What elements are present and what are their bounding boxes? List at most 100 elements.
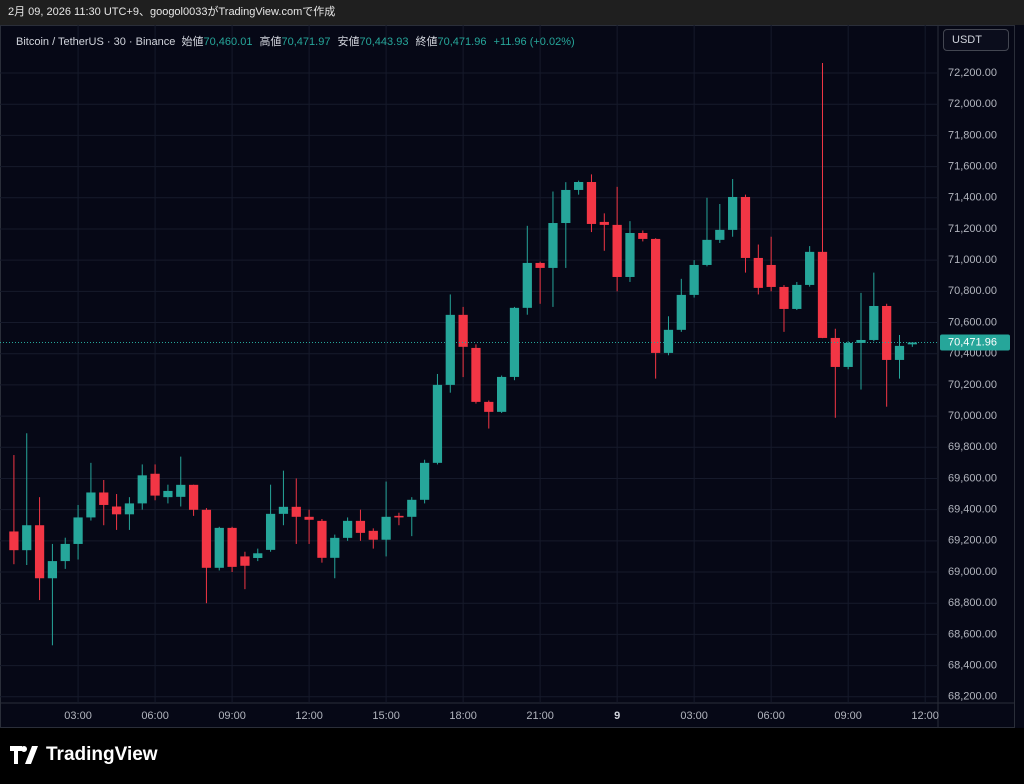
candle-body xyxy=(73,517,83,544)
y-tick-label: 71,800.00 xyxy=(948,129,997,141)
candle-body xyxy=(445,314,455,385)
candle-body xyxy=(291,506,301,517)
x-tick-label: 12:00 xyxy=(911,710,939,722)
candle-body xyxy=(509,307,520,377)
candle-body xyxy=(188,484,199,510)
candle-body xyxy=(176,484,186,497)
candle-body xyxy=(265,513,276,550)
candle-body xyxy=(227,527,237,567)
open-value: 70,460.01 xyxy=(203,36,253,48)
candle-body xyxy=(99,492,109,505)
candle-body xyxy=(753,257,763,288)
candle-body xyxy=(766,264,776,287)
logo-text: TradingView xyxy=(46,744,158,765)
candle-body xyxy=(869,305,879,340)
x-tick-label: 03:00 xyxy=(680,710,708,722)
candle-body xyxy=(34,525,45,579)
candle-body xyxy=(278,506,289,514)
y-tick-label: 71,400.00 xyxy=(948,192,997,204)
low-label: 安値 xyxy=(337,36,360,48)
x-tick-label: 09:00 xyxy=(834,710,862,722)
close-label: 終値 xyxy=(415,36,438,48)
x-tick-label: 9 xyxy=(614,710,620,722)
x-tick-label: 03:00 xyxy=(64,710,92,722)
legend-header: Bitcoin / TetherUS · 30 · Binance 始値70,4… xyxy=(16,33,579,49)
close-value: 70,471.96 xyxy=(437,36,487,48)
candle-body xyxy=(163,490,173,498)
y-tick-label: 68,800.00 xyxy=(948,597,997,609)
y-tick-label: 70,000.00 xyxy=(948,410,997,422)
candle-body xyxy=(137,475,147,504)
candle-body xyxy=(586,182,597,224)
y-tick-label: 68,200.00 xyxy=(948,691,997,703)
candle-body xyxy=(882,305,892,360)
y-tick-label: 70,400.00 xyxy=(948,348,997,360)
chart-border xyxy=(0,25,1015,728)
candle-body xyxy=(651,238,661,353)
x-tick-label: 06:00 xyxy=(141,710,169,722)
y-tick-label: 69,200.00 xyxy=(948,535,997,547)
high-value: 70,471.97 xyxy=(281,36,331,48)
candle-body xyxy=(330,537,340,558)
candle-body xyxy=(676,294,686,330)
candle-body xyxy=(779,286,789,309)
logo-icon xyxy=(10,746,38,764)
candle-body xyxy=(111,506,122,515)
candle-body xyxy=(612,224,622,277)
candle-body xyxy=(368,530,378,540)
y-tick-label: 72,000.00 xyxy=(948,98,997,110)
candle-body xyxy=(792,284,802,309)
y-tick-label: 69,600.00 xyxy=(948,472,997,484)
y-tick-label: 68,400.00 xyxy=(948,659,997,671)
candle-body xyxy=(817,251,828,338)
top-bar: 2月 09, 2026 11:30 UTC+9、googol0033がTradi… xyxy=(0,0,1024,25)
candle-body xyxy=(894,345,905,360)
candle-body xyxy=(638,232,648,239)
x-tick-label: 06:00 xyxy=(757,710,785,722)
high-label: 高値 xyxy=(259,36,282,48)
candle-body xyxy=(407,499,417,517)
currency-button[interactable]: USDT xyxy=(943,29,1009,51)
y-tick-label: 69,800.00 xyxy=(948,441,997,453)
candle-body xyxy=(22,525,32,551)
candle-body xyxy=(394,515,404,518)
candle-body xyxy=(381,516,391,540)
candle-body xyxy=(317,520,327,558)
candle-body xyxy=(471,347,481,402)
x-tick-label: 12:00 xyxy=(295,710,323,722)
candle-body xyxy=(355,520,366,533)
candle-body xyxy=(574,182,584,190)
candle-body xyxy=(535,262,545,268)
change: +11.96 (+0.02%) xyxy=(493,36,575,48)
y-tick-label: 68,600.00 xyxy=(948,628,997,640)
x-tick-label: 09:00 xyxy=(218,710,246,722)
candle-body xyxy=(843,342,853,367)
y-tick-label: 72,200.00 xyxy=(948,67,997,79)
candle-body xyxy=(663,329,674,353)
y-tick-label: 70,800.00 xyxy=(948,285,997,297)
candle-body xyxy=(201,509,212,568)
candle-body xyxy=(907,342,917,345)
candle-body xyxy=(419,462,430,500)
candle-body xyxy=(689,264,699,295)
x-tick-label: 15:00 xyxy=(372,710,400,722)
y-tick-label: 71,000.00 xyxy=(948,254,997,266)
candle-body xyxy=(497,376,507,412)
candle-body xyxy=(625,232,635,277)
candle-body xyxy=(458,314,468,347)
candle-body xyxy=(805,251,815,285)
logo: TradingView xyxy=(10,744,158,766)
candle-body xyxy=(9,531,19,551)
candle-body xyxy=(548,223,558,268)
candle-body xyxy=(715,229,725,240)
candle-body xyxy=(740,196,751,258)
last-price-box xyxy=(940,334,1010,351)
low-value: 70,443.93 xyxy=(359,36,409,48)
x-tick-label: 18:00 xyxy=(449,710,477,722)
candle-body xyxy=(522,262,532,308)
candle-body xyxy=(47,561,58,579)
candle-body xyxy=(240,556,250,566)
y-tick-label: 70,200.00 xyxy=(948,379,997,391)
candle-body xyxy=(86,492,96,518)
x-tick-label: 21:00 xyxy=(526,710,554,722)
